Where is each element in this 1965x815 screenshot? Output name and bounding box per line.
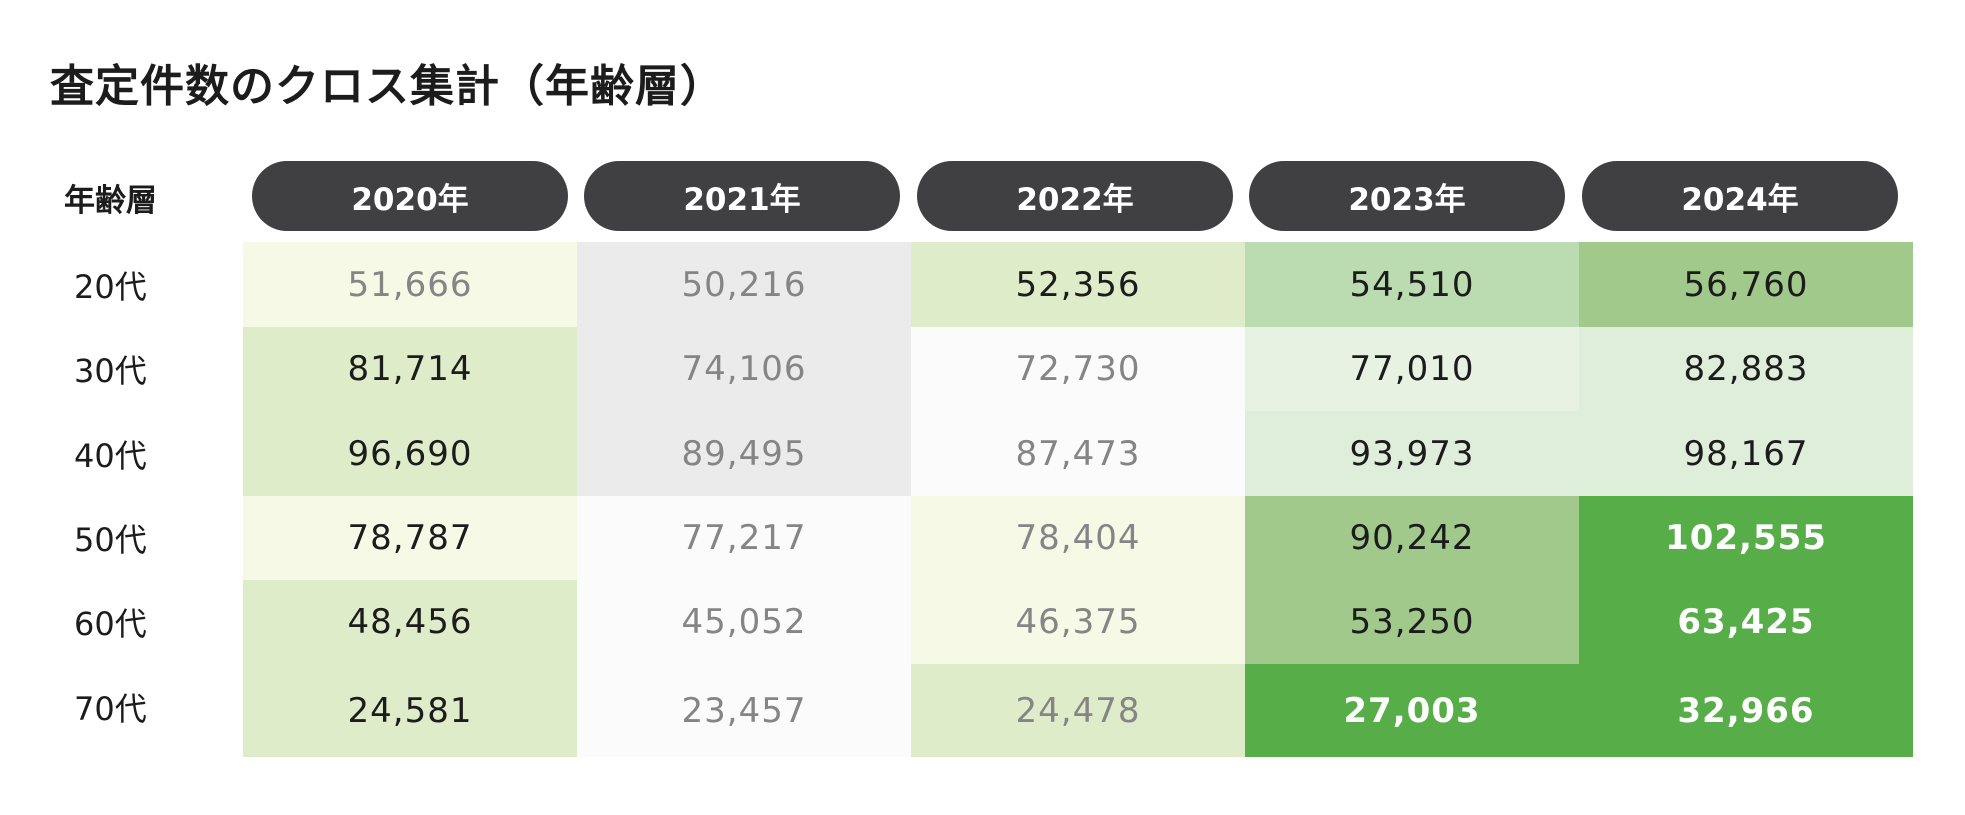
row-label-60s: 60代 (74, 605, 147, 643)
table-cell: 46,375 (911, 580, 1245, 664)
table-cell: 102,555 (1579, 496, 1913, 580)
row-label-70s: 70代 (74, 689, 147, 728)
row-label-30s: 30代 (74, 352, 147, 390)
table-cell: 32,966 (1579, 664, 1913, 757)
table-cell: 51,666 (243, 242, 577, 327)
table-cell: 52,356 (911, 242, 1245, 327)
table-cell: 78,404 (911, 496, 1245, 580)
row-header-age-group: 年齢層 (64, 183, 157, 219)
table-row: 51,666 50,216 52,356 54,510 56,760 (243, 242, 1913, 327)
row-label-50s: 50代 (74, 521, 147, 559)
page-title: 査定件数のクロス集計（年齢層） (50, 61, 725, 112)
table-cell: 81,714 (243, 327, 577, 411)
table-cell: 77,010 (1245, 327, 1579, 411)
column-header-2023[interactable]: 2023年 (1249, 161, 1565, 231)
column-headers: 2020年 2021年 2022年 2023年 2024年 (243, 161, 1913, 233)
table-cell: 50,216 (577, 242, 911, 327)
table-cell: 23,457 (577, 664, 911, 757)
table-row: 81,714 74,106 72,730 77,010 82,883 (243, 327, 1913, 411)
row-label-40s: 40代 (74, 436, 147, 475)
table-row: 24,581 23,457 24,478 27,003 32,966 (243, 664, 1913, 757)
table-cell: 78,787 (243, 496, 577, 580)
table-cell: 87,473 (911, 411, 1245, 496)
table-cell: 89,495 (577, 411, 911, 496)
table-row: 96,690 89,495 87,473 93,973 98,167 (243, 411, 1913, 496)
table-cell: 24,581 (243, 664, 577, 757)
table-row: 48,456 45,052 46,375 53,250 63,425 (243, 580, 1913, 664)
table-cell: 72,730 (911, 327, 1245, 411)
table-cell: 77,217 (577, 496, 911, 580)
table-cell: 74,106 (577, 327, 911, 411)
column-header-2021[interactable]: 2021年 (584, 161, 900, 231)
table-cell: 53,250 (1245, 580, 1579, 664)
table-cell: 90,242 (1245, 496, 1579, 580)
table-cell: 48,456 (243, 580, 577, 664)
table-cell: 98,167 (1579, 411, 1913, 496)
table-cell: 82,883 (1579, 327, 1913, 411)
table-cell: 54,510 (1245, 242, 1579, 327)
table-cell: 24,478 (911, 664, 1245, 757)
table-cell: 63,425 (1579, 580, 1913, 664)
column-header-2020[interactable]: 2020年 (252, 161, 568, 231)
table-cell: 93,973 (1245, 411, 1579, 496)
table-cell: 27,003 (1245, 664, 1579, 757)
table-cell: 45,052 (577, 580, 911, 664)
table-cell: 56,760 (1579, 242, 1913, 327)
table-cell: 96,690 (243, 411, 577, 496)
row-label-20s: 20代 (74, 267, 147, 306)
table-row: 78,787 77,217 78,404 90,242 102,555 (243, 496, 1913, 580)
column-header-2022[interactable]: 2022年 (917, 161, 1233, 231)
column-header-2024[interactable]: 2024年 (1582, 161, 1898, 231)
